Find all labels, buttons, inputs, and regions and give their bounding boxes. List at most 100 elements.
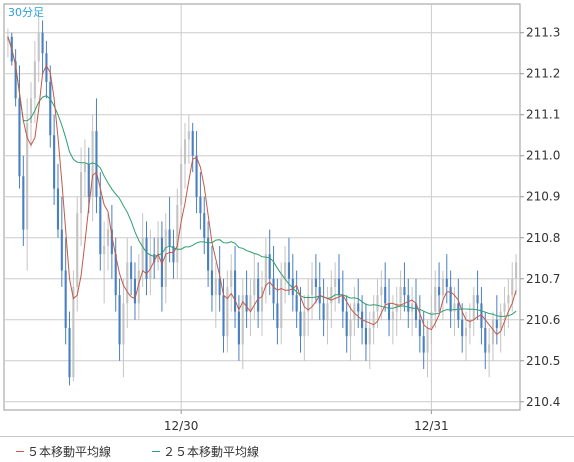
candle-body (141, 237, 144, 271)
candle-body (22, 176, 25, 230)
candle-body (26, 122, 29, 230)
plot-area (3, 3, 521, 411)
candle-body (330, 286, 333, 304)
candle-body (29, 98, 33, 123)
candle-body (222, 295, 225, 337)
candle-body (195, 155, 198, 197)
candle-body (6, 36, 9, 41)
candle-body (268, 254, 271, 279)
candle-body (507, 295, 510, 304)
candle-body (68, 327, 71, 378)
y-tick-label: 211.3 (526, 26, 560, 40)
candle-body (72, 286, 75, 378)
y-tick-label: 210.9 (526, 190, 560, 204)
legend-ma25-swatch (152, 451, 160, 452)
candle-body (237, 311, 240, 345)
candle-body (430, 311, 433, 328)
candle-body (441, 278, 444, 296)
candle-body (391, 311, 394, 320)
y-tick-label: 210.4 (526, 395, 560, 409)
candle-body (284, 262, 287, 279)
candle-body (218, 278, 221, 296)
candle-body (488, 344, 491, 353)
candle-body (191, 131, 194, 156)
y-tick-label: 210.5 (526, 354, 560, 368)
candle-body (56, 188, 60, 230)
candle-body (245, 295, 248, 312)
candle-body (183, 139, 187, 164)
y-tick-label: 210.8 (526, 231, 560, 245)
candle-body (14, 61, 17, 99)
candle-body (503, 303, 506, 312)
ma5-line (7, 36, 517, 336)
candle-body (145, 237, 148, 279)
candle-body (260, 286, 264, 312)
candle-body (491, 319, 495, 345)
candle-body (87, 163, 90, 197)
candle-body (106, 229, 110, 246)
candle-body (364, 327, 367, 345)
candle-body (457, 303, 460, 320)
candle-body (368, 327, 371, 345)
candle-body (80, 172, 83, 214)
candle-body (438, 286, 441, 296)
candle-body (130, 262, 133, 279)
candle-body (137, 270, 140, 304)
candle-body (468, 319, 471, 328)
candle-body (407, 295, 410, 312)
candle-body (349, 319, 352, 337)
candle-body (399, 286, 402, 304)
candle-body (18, 98, 21, 177)
candle-body (418, 319, 421, 337)
candle-body (414, 303, 418, 320)
ma25-line (7, 36, 517, 318)
candle-body (187, 131, 190, 140)
candle-body (299, 311, 302, 337)
candle-body (149, 254, 152, 279)
candle-body (334, 278, 337, 287)
chart-legend: ５本移動平均線 ２５本移動平均線 (0, 436, 574, 462)
candle-body (168, 229, 171, 246)
candle-body (453, 303, 456, 312)
candle-body (422, 336, 425, 353)
candle-body (376, 295, 379, 312)
candle-body (91, 131, 94, 197)
candle-body (60, 229, 63, 271)
candle-body (411, 303, 414, 312)
candle-body (64, 270, 67, 328)
x-tick-label: 12/30 (164, 419, 199, 433)
candle-body (257, 278, 260, 312)
candle-body (210, 270, 214, 296)
candle-body (280, 278, 283, 328)
candle-body (341, 295, 344, 312)
candle-body (326, 303, 329, 320)
candle-body (176, 204, 179, 263)
candle-body (253, 278, 256, 296)
candle-body (426, 327, 429, 353)
x-tick-label: 12/31 (414, 419, 449, 433)
candle-body (199, 196, 202, 214)
legend-ma25-label: ２５本移動平均線 (163, 445, 260, 459)
candle-body (461, 319, 464, 337)
candle-body (310, 278, 314, 296)
legend-ma5-swatch (16, 451, 24, 452)
candlestick-chart: 211.3 211.2 211.1 211.0 210.9 210.8 210.7 210.6… (3, 3, 560, 433)
y-tick-label: 210.6 (526, 313, 560, 327)
candle-body (153, 254, 156, 263)
candle-body (484, 327, 487, 353)
candle-body (295, 295, 298, 312)
y-tick-label: 211.1 (526, 108, 560, 122)
candle-body (499, 311, 502, 328)
candle-body (230, 270, 233, 287)
candle-body (118, 295, 121, 345)
candle-body (180, 163, 183, 205)
candle-body (287, 262, 291, 279)
candle-body (49, 81, 52, 136)
candle-body (511, 278, 514, 296)
candle-body (276, 303, 279, 328)
legend-ma5: ５本移動平均線 (16, 443, 111, 460)
candle-body (53, 135, 56, 189)
candle-body (345, 311, 348, 337)
candle-body (122, 303, 125, 345)
